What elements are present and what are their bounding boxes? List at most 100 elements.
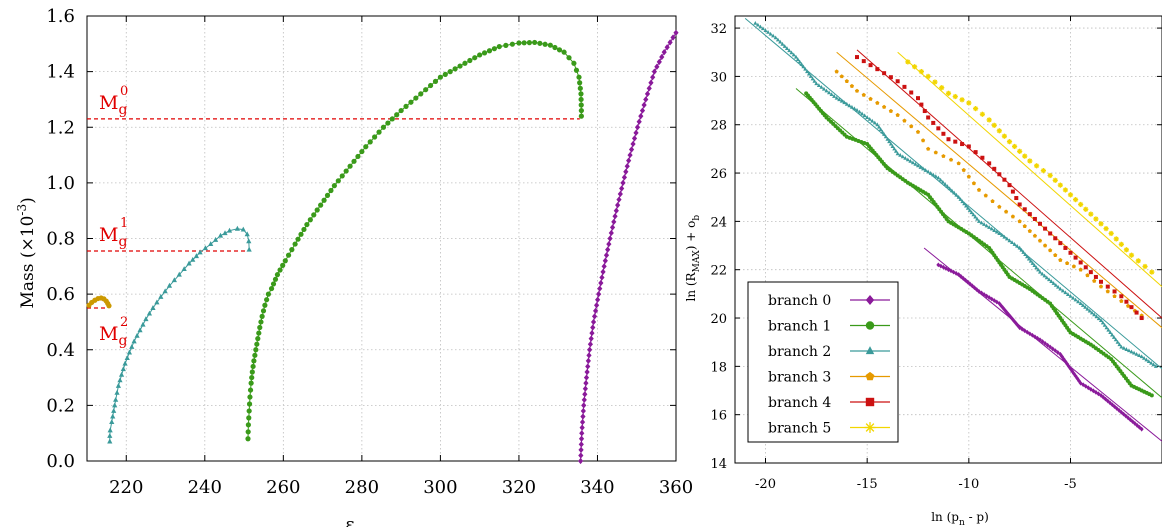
data-point	[270, 281, 277, 287]
data-point	[963, 277, 968, 283]
data-point	[581, 402, 587, 409]
data-point	[1040, 168, 1046, 174]
data-point	[946, 267, 951, 273]
y-tick-label: 14	[710, 457, 727, 472]
legend-label: branch 1	[768, 319, 831, 335]
data-point	[107, 427, 113, 433]
data-point	[580, 413, 586, 420]
data-point	[1004, 309, 1009, 315]
data-point	[193, 253, 200, 259]
data-point	[603, 252, 610, 259]
data-point	[106, 303, 112, 309]
data-point	[1080, 303, 1085, 307]
y-axis-title: Mass (×10-3)	[15, 197, 38, 308]
data-point	[423, 87, 429, 93]
data-point	[1010, 240, 1015, 245]
data-point	[578, 441, 584, 448]
data-point	[920, 138, 926, 143]
reference-label-sub: g	[118, 102, 127, 118]
data-point	[852, 106, 857, 111]
data-point	[289, 247, 295, 253]
data-point	[581, 396, 587, 403]
data-point	[661, 49, 667, 56]
legend-label: branch 3	[768, 370, 831, 386]
data-point	[589, 329, 595, 337]
data-point	[217, 232, 224, 238]
data-point	[595, 296, 601, 303]
data-point	[616, 196, 622, 203]
data-point	[967, 208, 972, 212]
legend-label: branch 0	[768, 293, 831, 309]
data-point	[910, 160, 915, 165]
data-point	[976, 187, 982, 192]
data-point	[862, 113, 867, 118]
data-point	[579, 430, 585, 437]
data-point	[902, 118, 907, 123]
data-point	[162, 288, 168, 294]
data-point	[1123, 247, 1130, 253]
data-point	[787, 48, 792, 53]
data-point	[427, 82, 434, 89]
data-point	[1022, 224, 1027, 228]
data-point	[1068, 293, 1073, 298]
data-point	[617, 190, 623, 198]
data-point	[1027, 158, 1033, 164]
data-point	[1001, 133, 1008, 139]
data-point	[1062, 187, 1069, 193]
data-point	[1047, 277, 1052, 282]
data-point	[916, 163, 920, 168]
data-point	[1040, 339, 1045, 344]
data-point	[264, 297, 270, 303]
data-point	[621, 174, 628, 181]
data-point	[987, 295, 992, 300]
x-tick-label: 360	[659, 477, 693, 498]
data-point	[190, 256, 196, 262]
data-point	[1105, 284, 1110, 289]
data-point	[1063, 359, 1068, 364]
data-point	[467, 57, 473, 64]
data-point	[280, 262, 286, 268]
data-point	[347, 163, 353, 169]
data-point	[1070, 368, 1075, 374]
data-point	[992, 298, 997, 303]
data-point	[633, 129, 639, 136]
data-point	[1078, 301, 1083, 306]
data-point	[885, 136, 890, 141]
data-point	[1030, 261, 1035, 265]
data-point	[272, 276, 279, 282]
data-point	[980, 155, 985, 160]
data-point	[578, 113, 584, 119]
data-point	[1137, 424, 1142, 430]
data-point	[983, 193, 988, 198]
data-point	[1134, 351, 1139, 356]
data-point	[240, 226, 246, 232]
data-point	[418, 91, 424, 97]
data-point	[644, 90, 651, 97]
y-tick-label: 1.0	[46, 173, 75, 194]
data-point	[1051, 281, 1056, 285]
y-axis-title-main: ln (R	[684, 271, 698, 301]
data-point	[1099, 392, 1103, 398]
data-point	[442, 71, 448, 78]
data-point	[918, 165, 923, 169]
data-point	[509, 41, 515, 47]
x-tick-label: -10	[958, 477, 979, 492]
data-point	[304, 221, 310, 228]
data-point	[295, 236, 301, 242]
data-point	[282, 258, 288, 264]
data-point	[129, 343, 135, 349]
data-point	[1022, 207, 1027, 212]
data-point	[1083, 304, 1088, 309]
data-point	[1149, 393, 1154, 398]
data-point	[953, 139, 958, 144]
data-point	[252, 352, 258, 358]
data-point	[134, 332, 140, 338]
data-point	[888, 141, 893, 146]
data-point	[875, 122, 880, 127]
data-point	[1112, 294, 1117, 299]
y-tick-label: 18	[710, 360, 727, 375]
data-point	[254, 341, 260, 347]
data-point	[979, 111, 985, 117]
data-point	[268, 285, 275, 292]
